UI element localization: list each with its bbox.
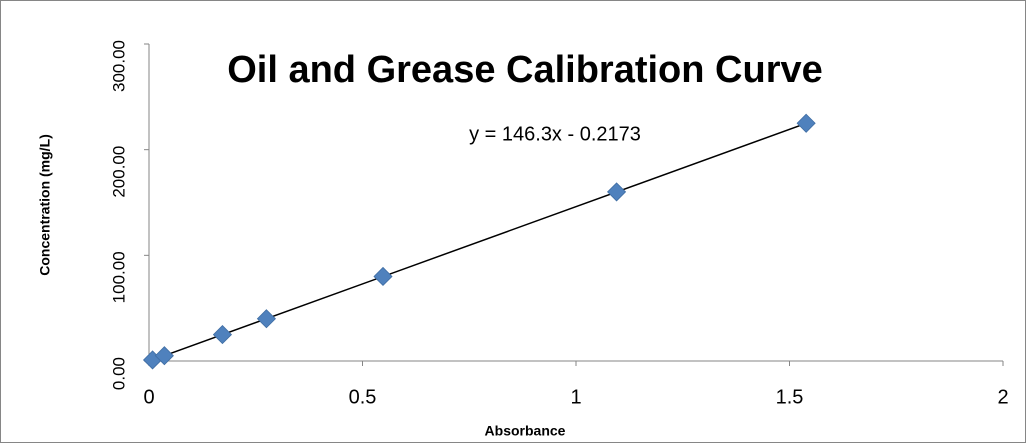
x-tick-label: 1.5 — [776, 386, 804, 408]
y-axis-label: Concentration (mg/L) — [37, 134, 53, 276]
trendline-equation: y = 146.3x - 0.2173 — [469, 123, 641, 145]
x-tick-label: 0.5 — [349, 386, 377, 408]
y-tick-label: 200.00 — [109, 146, 128, 198]
data-point — [796, 113, 816, 133]
data-point — [606, 182, 627, 202]
data-point — [212, 325, 233, 345]
data-point — [154, 346, 174, 366]
y-tick-label: 0.00 — [109, 357, 128, 390]
y-tick-label: 300.00 — [109, 40, 128, 92]
x-tick-label: 2 — [997, 386, 1008, 408]
x-tick-label: 1 — [570, 386, 581, 408]
y-tick-label: 100.00 — [109, 251, 128, 303]
x-tick-label: 0 — [143, 386, 154, 408]
data-point — [373, 266, 393, 287]
data-point — [256, 309, 276, 329]
chart-title: Oil and Grease Calibration Curve — [227, 49, 823, 91]
x-axis-label: Absorbance — [485, 423, 566, 439]
